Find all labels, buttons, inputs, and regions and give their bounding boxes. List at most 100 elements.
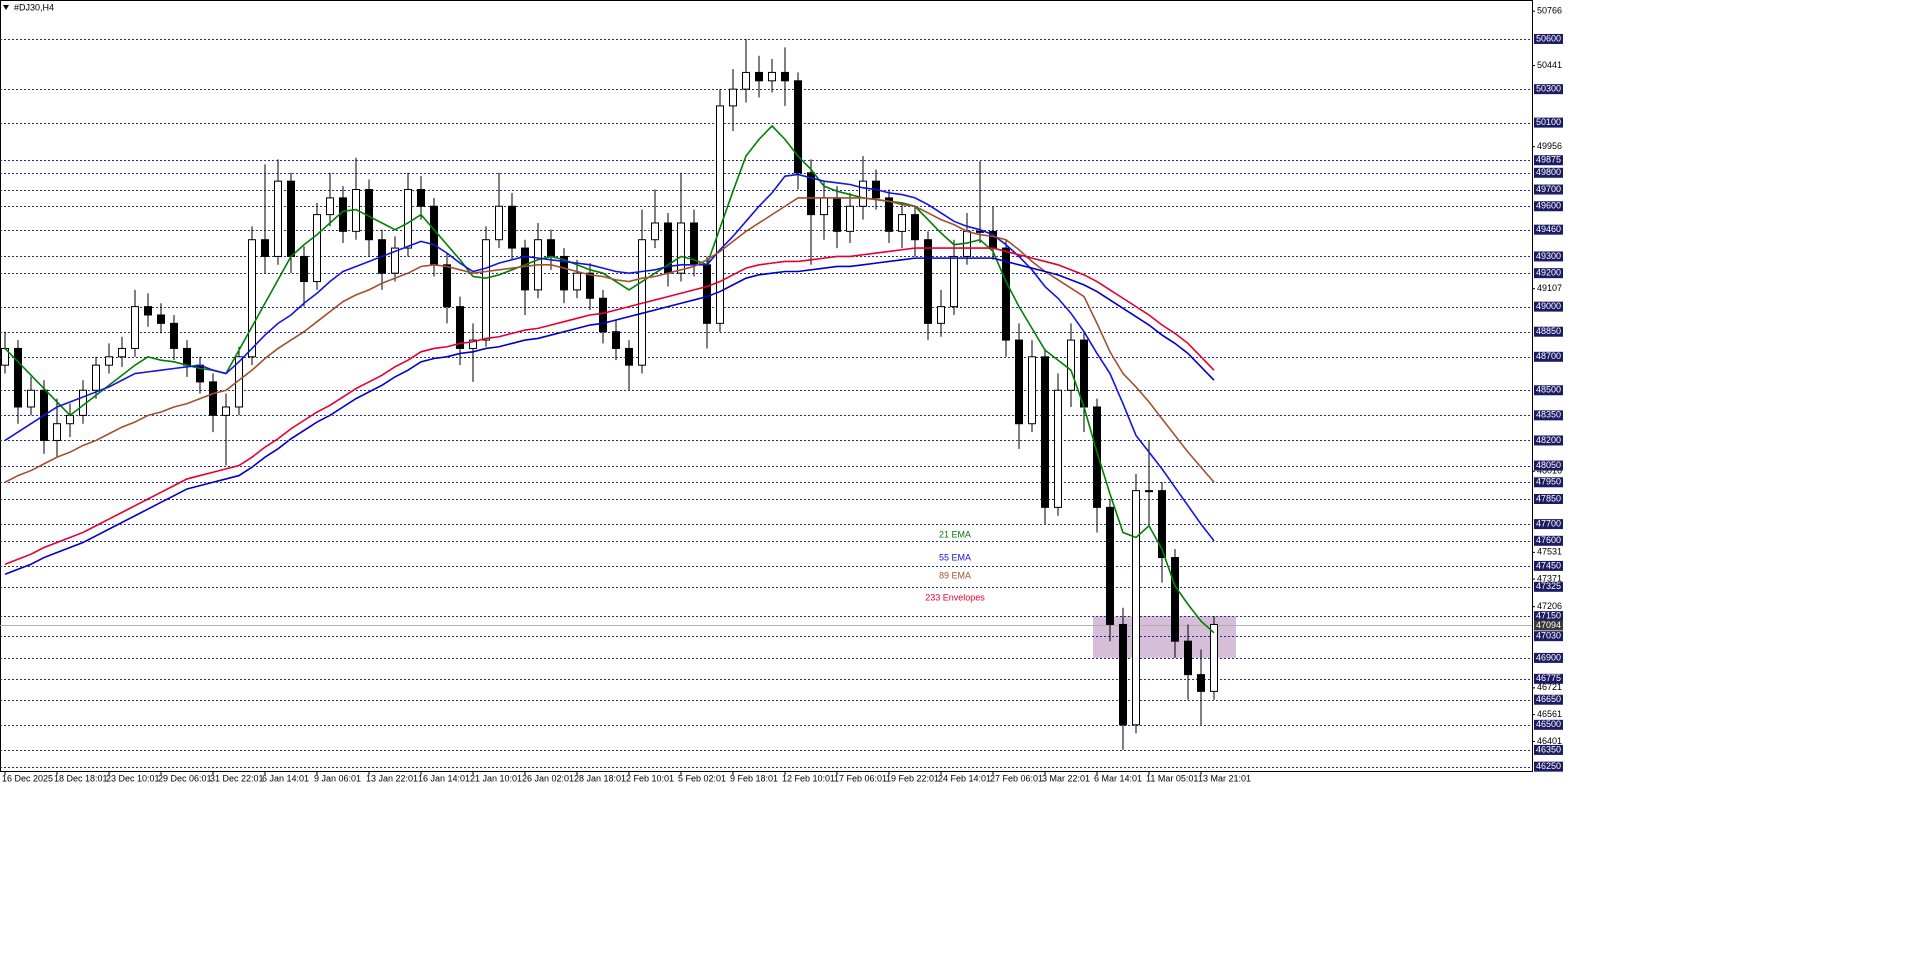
candle-body [222,406,230,416]
candle-body [781,71,789,82]
level-label: 46775 [1536,673,1561,683]
candle-body [66,414,74,425]
candle-body [508,205,516,249]
level-label: 47450 [1536,560,1561,570]
level-label-box [1534,435,1563,446]
candle-body [118,347,126,358]
level-label-box [1534,460,1563,471]
x-tick-label: 6 Jan 14:01 [262,773,309,783]
x-tick-label: 16 Jan 14:01 [418,773,470,783]
level-label: 48700 [1536,351,1561,361]
level-label: 49800 [1536,167,1561,177]
level-label: 49600 [1536,201,1561,211]
x-tick-label: 28 Jan 18:01 [574,773,626,783]
x-tick-label: 5 Feb 02:01 [678,773,726,783]
legend-label: 21 EMA [939,529,971,539]
level-label-box [1534,652,1563,663]
candle-body [937,306,945,324]
candle-body [586,272,594,299]
candle-body [27,389,35,408]
candle-body [404,189,412,249]
candle-body [742,71,750,90]
candle-body [209,381,217,416]
level-label-box [1534,694,1563,705]
candle-body [1197,674,1205,692]
candle-body [1171,557,1179,642]
y-tick-label: 48016 [1537,466,1562,476]
x-tick-label: 2 Feb 10:01 [626,773,674,783]
level-label: 47700 [1536,518,1561,528]
candle-body [469,339,477,349]
level-label-box [1534,761,1563,772]
candle-body [1145,490,1153,493]
level-label-box [1534,117,1563,128]
candle-body [1210,623,1218,692]
candle-body [1093,406,1101,508]
level-label-box [1534,560,1563,571]
candle-body [898,214,906,232]
level-label: 48200 [1536,435,1561,445]
level-label: 48050 [1536,460,1561,470]
level-label: 49700 [1536,184,1561,194]
level-label: 46500 [1536,719,1561,729]
candle-body [1041,356,1049,508]
x-tick-label: 16 Dec 2025 [2,773,53,783]
candle-body [820,197,828,216]
legend-label: 55 EMA [939,552,971,562]
x-tick-label: 29 Dec 06:01 [158,773,212,783]
x-tick-label: 11 Mar 05:01 [1146,773,1198,783]
indicator-line [4,247,1215,565]
x-tick-label: 31 Dec 22:01 [210,773,264,783]
level-label-box [1534,268,1563,279]
y-tick-label: 49956 [1537,141,1562,151]
candle-body [1184,640,1192,676]
candle-body [131,306,139,349]
title-arrow [3,5,9,10]
x-tick-label: 17 Feb 06:01 [834,773,887,783]
candle-body [326,197,334,216]
candle-body [807,172,815,216]
x-tick-label: 12 Feb 10:01 [782,773,835,783]
candle-body [1119,623,1127,726]
candle-body [144,306,152,316]
y-tick-label: 46561 [1537,709,1562,719]
legend-label: 89 EMA [939,570,971,580]
candle-body [443,264,451,308]
y-tick-label: 46401 [1537,736,1562,746]
candle-body [521,247,529,291]
x-tick-label: 21 Jan 10:01 [470,773,522,783]
candle-body [1067,339,1075,391]
candle-body [1106,506,1114,625]
level-label-box [1534,535,1563,546]
level-label: 48350 [1536,410,1561,420]
level-label: 50600 [1536,33,1561,43]
candle-body [677,222,685,274]
level-label-box [1534,631,1563,642]
level-label-box [1534,155,1563,166]
candle-body [105,356,113,366]
level-label: 48500 [1536,385,1561,395]
level-label-box [1534,410,1563,421]
level-label: 47600 [1536,535,1561,545]
candle-body [235,356,243,408]
candle-body [1080,339,1088,408]
level-label: 50100 [1536,117,1561,127]
x-tick-label: 9 Jan 06:01 [314,773,361,783]
level-label-box [1534,33,1563,44]
bid-label-box [1534,620,1563,631]
level-label: 49200 [1536,268,1561,278]
level-label-box [1534,385,1563,396]
x-tick-label: 3 Mar 22:01 [1042,773,1090,783]
level-label: 50300 [1536,84,1561,94]
candle-body [755,71,763,82]
level-label-box [1534,167,1563,178]
x-tick-label: 9 Feb 18:01 [730,773,778,783]
candle-body [248,239,256,358]
candle-body [950,255,958,308]
candle-body [170,322,178,349]
candle-body [859,180,867,207]
level-label-box [1534,673,1563,684]
candle-body [547,239,555,257]
level-label-box [1534,201,1563,212]
